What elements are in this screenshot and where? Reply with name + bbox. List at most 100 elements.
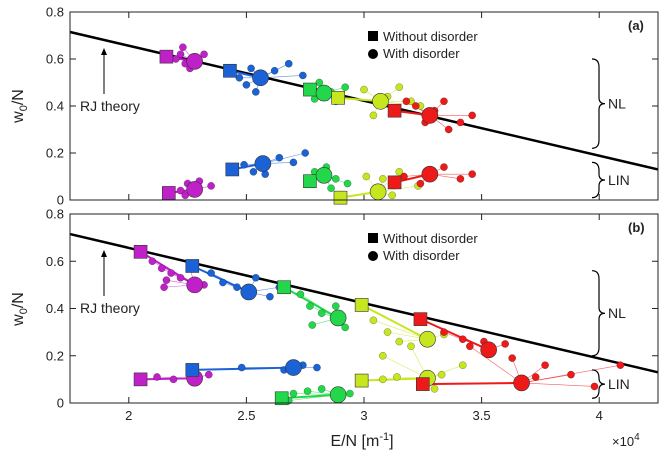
disorder-sample-point	[235, 74, 244, 82]
disorder-sample-point	[440, 97, 448, 106]
y-tick-label: 0.8	[46, 207, 64, 222]
y-tick-label: 0	[57, 193, 64, 208]
disorder-sample-point	[247, 64, 255, 73]
disorder-sample-point	[252, 88, 260, 96]
disorder-sample-point	[369, 316, 378, 325]
nl-group-label: NL	[608, 96, 626, 112]
disorder-sample-point	[303, 387, 312, 395]
disorder-sample-point	[468, 170, 476, 178]
legend-without-disorder: Without disorder	[383, 29, 478, 44]
disorder-sample-point	[204, 370, 213, 379]
no-disorder-point	[185, 363, 200, 377]
mean-connector	[361, 304, 428, 341]
no-disorder-point	[225, 162, 240, 177]
disorder-sample-point	[379, 375, 387, 384]
nl-group-brace	[591, 270, 606, 357]
no-disorder-point	[413, 312, 428, 326]
disorder-sample-point	[249, 167, 258, 176]
disorder-sample-point	[395, 83, 404, 91]
lin-group-brace	[591, 161, 606, 199]
disorder-sample-point	[275, 153, 284, 162]
disorder-sample-point	[301, 149, 310, 157]
disorder-sample-point	[317, 385, 326, 393]
disorder-sample-point	[327, 184, 335, 193]
disorder-sample-point	[393, 373, 401, 381]
no-disorder-point	[185, 259, 200, 273]
disorder-sample-point	[331, 302, 340, 310]
disorder-sample-point	[440, 328, 448, 336]
panel-a: 0 0.2 0.4 0.6 0.8 (a) Without disorder With dis…	[46, 5, 659, 208]
disorder-sample-point	[346, 389, 354, 398]
disorder-sample-point	[313, 363, 321, 372]
no-disorder-point	[223, 63, 237, 78]
panel-b: 2 2.5 3 3.5 4 0 0.2 0.4 0.6 0.8 (b) Without disorde…	[46, 207, 659, 423]
disorder-sample-point	[362, 172, 371, 181]
disorder-sample-point	[416, 179, 425, 188]
disorder-sample-point	[237, 363, 246, 372]
disorder-sample-point	[407, 342, 415, 351]
disorder-sample-point	[456, 118, 465, 127]
rj-theory-label: RJ theory	[80, 300, 140, 316]
disorder-sample-point	[531, 373, 540, 381]
disorder-sample-point	[299, 71, 307, 80]
y-tick-label: 0	[57, 396, 64, 411]
disorder-sample-point	[458, 361, 467, 370]
disorder-mean-point	[315, 167, 333, 184]
nl-group-brace	[591, 58, 606, 149]
disorder-mean-point	[252, 69, 269, 87]
sample-connector	[373, 320, 428, 340]
mean-connector	[140, 377, 195, 381]
disorder-sample-point	[233, 283, 241, 292]
disorder-sample-point	[167, 269, 175, 277]
no-disorder-point	[161, 186, 176, 200]
x-tick-label: 2	[125, 408, 132, 423]
disorder-sample-point	[315, 78, 324, 87]
disorder-sample-point	[176, 50, 185, 59]
disorder-sample-point	[153, 373, 161, 381]
lin-group-label: LIN	[608, 376, 630, 392]
y-tick-label: 0.8	[46, 5, 64, 20]
legend-without-disorder: Without disorder	[383, 231, 478, 246]
no-disorder-point	[331, 90, 345, 105]
y-tick-label: 0.6	[46, 254, 64, 269]
disorder-sample-point	[466, 342, 474, 351]
disorder-sample-point	[331, 175, 340, 183]
disorder-sample-point	[402, 97, 411, 106]
no-disorder-point	[274, 391, 289, 406]
disorder-sample-point	[289, 158, 298, 167]
disorder-sample-point	[590, 382, 599, 391]
disorder-sample-point	[207, 182, 215, 190]
legend-square-marker	[368, 31, 378, 41]
lin-group-brace	[591, 369, 606, 399]
y-tick-label: 0.6	[46, 52, 64, 67]
disorder-sample-point	[284, 59, 293, 68]
disorder-mean-point	[186, 276, 203, 294]
disorder-mean-point	[254, 155, 272, 172]
theory-arrow-head	[101, 250, 107, 257]
disorder-sample-point	[266, 292, 274, 301]
disorder-sample-point	[252, 273, 260, 282]
disorder-mean-point	[329, 309, 347, 327]
no-disorder-point	[159, 49, 174, 64]
disorder-sample-point	[501, 340, 509, 348]
disorder-mean-point	[329, 386, 347, 404]
disorder-sample-point	[616, 361, 625, 370]
disorder-mean-point	[513, 374, 530, 392]
sample-connector	[469, 346, 522, 384]
disorder-sample-point	[162, 276, 171, 284]
mean-connector	[420, 318, 490, 351]
disorder-sample-point	[176, 186, 185, 195]
disorder-sample-point	[360, 85, 368, 94]
disorder-sample-point	[317, 309, 326, 318]
no-disorder-point	[333, 190, 348, 205]
legend-with-disorder: With disorder	[383, 248, 460, 263]
y-tick-label: 0.4	[46, 99, 64, 114]
no-disorder-point	[387, 103, 402, 118]
disorder-sample-point	[383, 328, 392, 336]
disorder-sample-point	[411, 102, 420, 110]
disorder-sample-point	[176, 273, 185, 282]
no-disorder-point	[133, 245, 148, 259]
disorder-sample-point	[369, 111, 378, 120]
sample-connector	[521, 382, 595, 387]
disorder-sample-point	[508, 354, 516, 362]
